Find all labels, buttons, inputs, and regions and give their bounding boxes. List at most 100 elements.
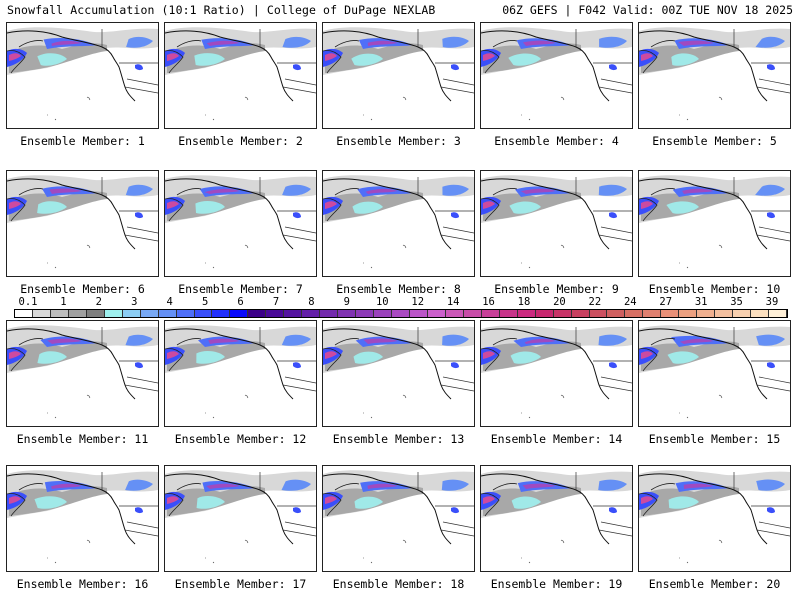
snowfall-map <box>638 465 791 572</box>
aleutian-coast <box>323 483 360 517</box>
ensemble-member-label: Ensemble Member: 6 <box>20 282 145 296</box>
border-lines <box>575 29 632 94</box>
colorbar-label: 3 <box>131 296 138 308</box>
colorbar-swatch <box>589 310 608 317</box>
ensemble-panel: Ensemble Member: 16 <box>6 465 159 591</box>
ensemble-panel: Ensemble Member: 20 <box>638 465 791 591</box>
snow-light-blue <box>196 495 225 509</box>
snow-canada-blue <box>282 184 311 196</box>
snow-west-magenta <box>641 351 653 359</box>
colorbar-legend: 0.1 1 2 3 4 5 6 7 8 9 10 12 14 16 18 20 22 24 27 31 35 39 <box>14 296 788 320</box>
colorbar-swatch <box>679 310 698 317</box>
aleutian-coast <box>7 40 44 74</box>
colorbar-swatch <box>571 310 590 317</box>
snow-purple <box>682 188 714 194</box>
snow-canada-blue <box>599 36 627 48</box>
colorbar-label: 20 <box>553 296 566 308</box>
snow-light-blue <box>508 53 541 66</box>
snow-purple <box>679 338 714 344</box>
colorbar-swatch <box>15 310 33 317</box>
colorbar-swatch <box>86 310 105 317</box>
colorbar-label: 5 <box>201 296 209 308</box>
snowfall-map <box>480 320 633 427</box>
aleutian-coast <box>165 338 202 372</box>
snow-west-magenta <box>167 351 179 359</box>
snow-rockies-blue <box>609 64 617 71</box>
aleutian-coast <box>481 188 518 222</box>
ensemble-member-label: Ensemble Member: 12 <box>174 432 307 446</box>
snow-canada-blue <box>282 36 311 48</box>
ensemble-member-label: Ensemble Member: 11 <box>16 432 149 446</box>
snow-rockies-blue <box>293 362 301 369</box>
colorbar-swatch <box>158 310 177 317</box>
colorbar-label: 9 <box>343 296 351 308</box>
snow-west-magenta <box>325 351 337 359</box>
colorbar-swatch <box>697 310 716 317</box>
ensemble-panel: Ensemble Member: 10 <box>638 170 791 296</box>
ensemble-member-label: Ensemble Member: 16 <box>16 577 149 591</box>
snow-rockies-blue <box>609 507 617 514</box>
colorbar-swatch <box>374 310 393 317</box>
aleutian-coast <box>7 338 44 372</box>
colorbar-label: 35 <box>730 296 743 308</box>
snow-light-blue <box>671 53 699 66</box>
colorbar-swatch <box>230 310 249 317</box>
snow-west-magenta <box>167 496 179 504</box>
hawaii-islands <box>679 96 723 121</box>
colorbar-swatch <box>356 310 375 317</box>
snow-purple <box>683 483 714 489</box>
snow-rockies-blue <box>293 507 301 514</box>
colorbar-swatch <box>481 310 500 317</box>
snow-canada-blue <box>598 334 627 346</box>
snow-west-magenta <box>9 53 21 61</box>
snow-west-magenta <box>483 496 495 504</box>
colorbar-label: 10 <box>375 296 389 308</box>
snow-purple <box>524 338 556 344</box>
ensemble-panel: Ensemble Member: 9 <box>480 170 633 296</box>
colorbar-label: 27 <box>659 296 673 308</box>
ensemble-panel: Ensemble Member: 5 <box>638 22 791 148</box>
snow-light-blue <box>351 53 383 66</box>
ensemble-member-label: Ensemble Member: 14 <box>490 432 623 446</box>
snowfall-map <box>322 320 475 427</box>
border-lines <box>575 472 632 537</box>
snow-purple <box>204 188 240 194</box>
snow-canada-blue <box>281 334 311 346</box>
colorbar-swatch <box>50 310 69 317</box>
ensemble-member-label: Ensemble Member: 2 <box>178 134 303 148</box>
border-lines <box>417 327 474 392</box>
ensemble-member-label: Ensemble Member: 17 <box>174 577 307 591</box>
hawaii-islands <box>363 96 407 121</box>
ensemble-member-label: Ensemble Member: 1 <box>20 134 145 148</box>
colorbar-label: 24 <box>623 296 637 308</box>
snow-rockies-blue <box>451 362 459 369</box>
colorbar-label: 22 <box>588 296 602 308</box>
ensemble-member-label: Ensemble Member: 5 <box>652 134 777 148</box>
snow-canada-blue <box>598 184 627 196</box>
ensemble-member-label: Ensemble Member: 20 <box>648 577 781 591</box>
snow-west-magenta <box>9 351 21 359</box>
snowfall-map <box>6 170 159 277</box>
colorbar-swatch <box>320 310 339 317</box>
border-lines <box>259 472 316 537</box>
ensemble-panel: Ensemble Member: 7 <box>164 170 317 296</box>
snow-light-blue <box>667 351 699 364</box>
colorbar-swatch <box>643 310 662 317</box>
snow-light-blue <box>195 201 225 214</box>
aleutian-coast <box>323 188 360 222</box>
border-lines <box>259 29 316 94</box>
colorbar-label: 16 <box>482 296 495 308</box>
hawaii-islands <box>47 244 91 269</box>
snow-purple <box>51 40 82 46</box>
colorbar-label: 4 <box>166 296 173 308</box>
snow-canada-blue <box>125 184 153 196</box>
colorbar-swatch <box>68 310 87 317</box>
ensemble-panel: Ensemble Member: 12 <box>164 320 317 446</box>
snowfall-map <box>164 465 317 572</box>
colorbar-swatch <box>445 310 464 317</box>
snowfall-map <box>6 22 159 129</box>
snow-purple <box>520 188 556 194</box>
snowfall-map <box>480 22 633 129</box>
colorbar-swatch <box>463 310 482 317</box>
border-lines <box>259 327 316 392</box>
